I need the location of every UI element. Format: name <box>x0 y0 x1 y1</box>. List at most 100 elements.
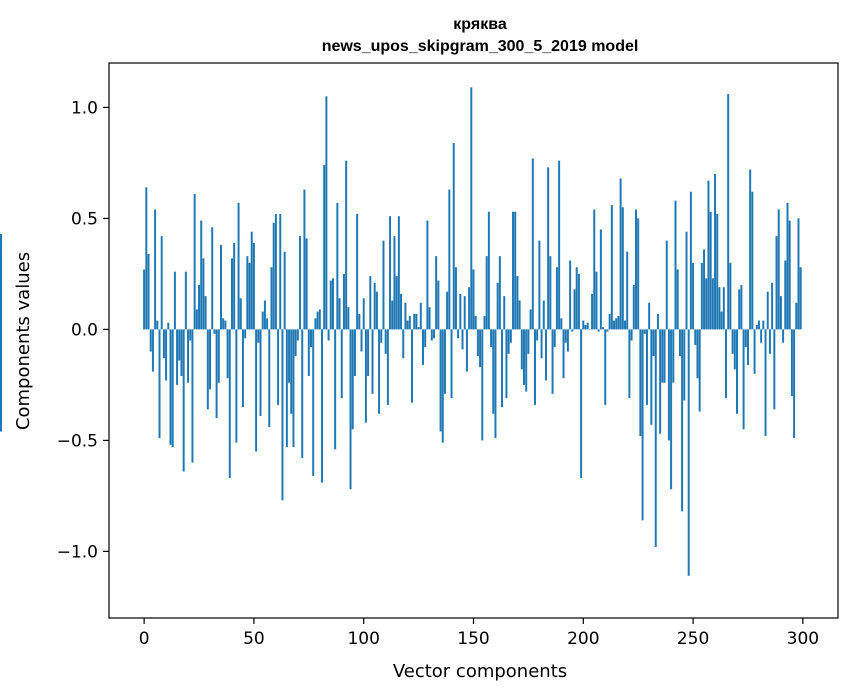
bar-component-55 <box>263 300 266 330</box>
bar-component-240 <box>670 329 673 490</box>
bar-component-239 <box>667 329 670 441</box>
bar-component-37 <box>224 320 227 330</box>
bar-component-100 <box>362 298 365 330</box>
bar-component-199 <box>580 329 583 479</box>
bar-component-164 <box>503 296 506 330</box>
bar-component-22 <box>191 329 194 463</box>
bar-component-102 <box>367 329 370 377</box>
bar-component-65 <box>285 329 288 448</box>
bar-component-24 <box>195 309 198 330</box>
bar-component-223 <box>632 285 635 330</box>
bar-component-272 <box>740 285 743 330</box>
bar-component-269 <box>733 329 736 370</box>
bar-component-119 <box>404 302 407 330</box>
bar-component-15 <box>176 329 179 385</box>
bar-component-40 <box>230 258 233 330</box>
bar-component-82 <box>323 165 326 330</box>
bar-component-169 <box>514 211 517 330</box>
bar-component-64 <box>283 251 286 330</box>
bar-component-21 <box>189 329 192 341</box>
bar-component-134 <box>437 280 440 330</box>
bar-component-143 <box>457 329 460 339</box>
bar-component-238 <box>665 240 668 330</box>
bar-component-42 <box>235 329 238 443</box>
bar-component-278 <box>753 329 756 374</box>
bar-component-288 <box>775 236 778 330</box>
bar-component-274 <box>744 329 747 348</box>
bar-component-31 <box>211 227 214 330</box>
bar-component-163 <box>501 329 504 408</box>
bar-component-69 <box>294 329 297 357</box>
bar-component-177 <box>531 158 534 330</box>
x-tick-label: 50 <box>243 629 265 649</box>
bar-component-202 <box>586 322 589 330</box>
bar-component-256 <box>705 278 708 330</box>
bar-component-258 <box>709 211 712 330</box>
bar-component-49 <box>250 231 253 330</box>
bar-component-96 <box>353 329 356 377</box>
bar-component-128 <box>424 329 427 348</box>
bar-component-215 <box>615 318 618 330</box>
bar-component-11 <box>167 322 170 330</box>
bar-component-289 <box>777 209 780 330</box>
bar-component-146 <box>463 296 466 330</box>
bar-component-74 <box>305 238 308 330</box>
bar-component-220 <box>626 251 629 330</box>
bar-component-255 <box>703 249 706 330</box>
bar-component-36 <box>222 318 225 330</box>
bar-component-257 <box>707 180 710 330</box>
bar-component-20 <box>187 329 190 383</box>
bar-component-198 <box>577 273 580 330</box>
bar-component-7 <box>158 329 161 439</box>
bar-component-62 <box>279 213 282 330</box>
bar-component-47 <box>246 256 249 330</box>
bar-component-180 <box>538 240 541 330</box>
bar-component-213 <box>610 205 613 330</box>
bar-component-219 <box>624 320 626 330</box>
bar-component-218 <box>621 207 624 330</box>
bar-component-241 <box>672 329 675 383</box>
bar-component-67 <box>290 329 293 414</box>
bar-component-214 <box>613 320 616 330</box>
bar-component-154 <box>481 329 484 441</box>
bar-component-50 <box>252 242 255 330</box>
bar-component-66 <box>288 329 291 383</box>
bar-component-174 <box>525 329 528 392</box>
bar-component-268 <box>731 329 734 354</box>
bar-component-118 <box>402 329 405 359</box>
bar-component-12 <box>169 329 172 445</box>
bar-component-46 <box>244 329 247 339</box>
bar-component-264 <box>722 287 725 330</box>
bar-component-92 <box>345 160 348 330</box>
bar-component-141 <box>452 142 455 330</box>
bar-component-159 <box>492 329 495 414</box>
bar-component-116 <box>397 216 400 330</box>
y-tick-label: 0.5 <box>71 209 98 229</box>
bar-component-284 <box>766 291 769 330</box>
bar-component-184 <box>547 167 550 330</box>
bar-component-138 <box>446 291 449 330</box>
x-tick-label: 300 <box>787 629 819 649</box>
bar-component-287 <box>773 329 776 410</box>
bar-component-77 <box>312 329 315 476</box>
bar-component-107 <box>378 329 381 414</box>
bar-component-211 <box>606 329 609 332</box>
bar-component-152 <box>476 329 479 357</box>
bar-component-222 <box>630 329 633 341</box>
bar-component-298 <box>797 218 800 330</box>
bar-component-113 <box>391 300 394 330</box>
bar-component-48 <box>248 262 251 330</box>
bar-component-285 <box>768 329 771 354</box>
bar-component-98 <box>358 313 361 330</box>
bar-component-204 <box>591 293 594 330</box>
bar-component-145 <box>461 329 464 350</box>
bar-component-33 <box>215 329 218 419</box>
bar-component-121 <box>408 316 411 330</box>
bar-component-175 <box>527 329 530 354</box>
bar-component-undefined <box>0 329 2 423</box>
bar-component-8 <box>160 236 163 330</box>
bar-component-125 <box>417 327 420 330</box>
bar-component-5 <box>154 209 157 330</box>
